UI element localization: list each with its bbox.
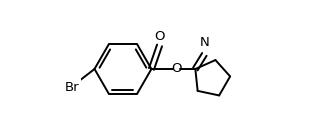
Text: O: O bbox=[154, 30, 165, 43]
Text: O: O bbox=[171, 63, 182, 75]
Text: N: N bbox=[200, 36, 210, 49]
Text: Br: Br bbox=[64, 81, 79, 94]
